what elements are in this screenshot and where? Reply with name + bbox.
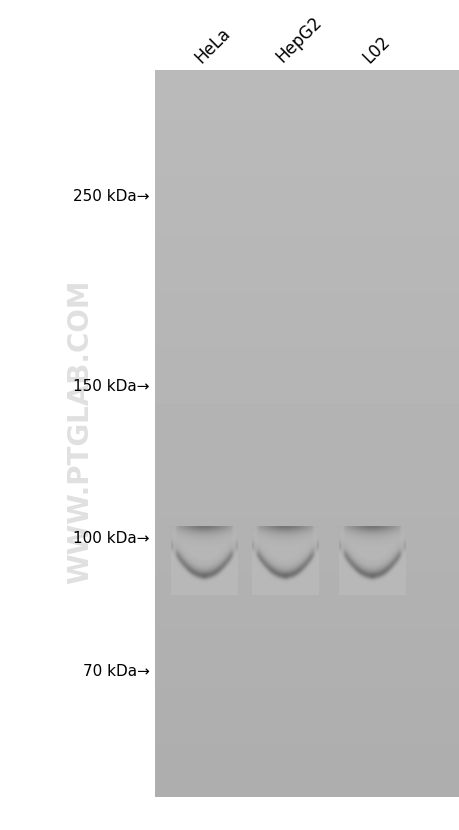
Text: 70 kDa→: 70 kDa→	[83, 664, 149, 679]
Text: HepG2: HepG2	[272, 13, 325, 66]
Text: WWW.PTGLAB.COM: WWW.PTGLAB.COM	[67, 280, 94, 583]
Text: 150 kDa→: 150 kDa→	[73, 379, 149, 394]
Text: 100 kDa→: 100 kDa→	[73, 530, 149, 545]
Bar	[155, 71, 459, 797]
Text: HeLa: HeLa	[191, 24, 234, 66]
Text: 250 kDa→: 250 kDa→	[73, 188, 149, 203]
Text: L02: L02	[359, 32, 393, 66]
